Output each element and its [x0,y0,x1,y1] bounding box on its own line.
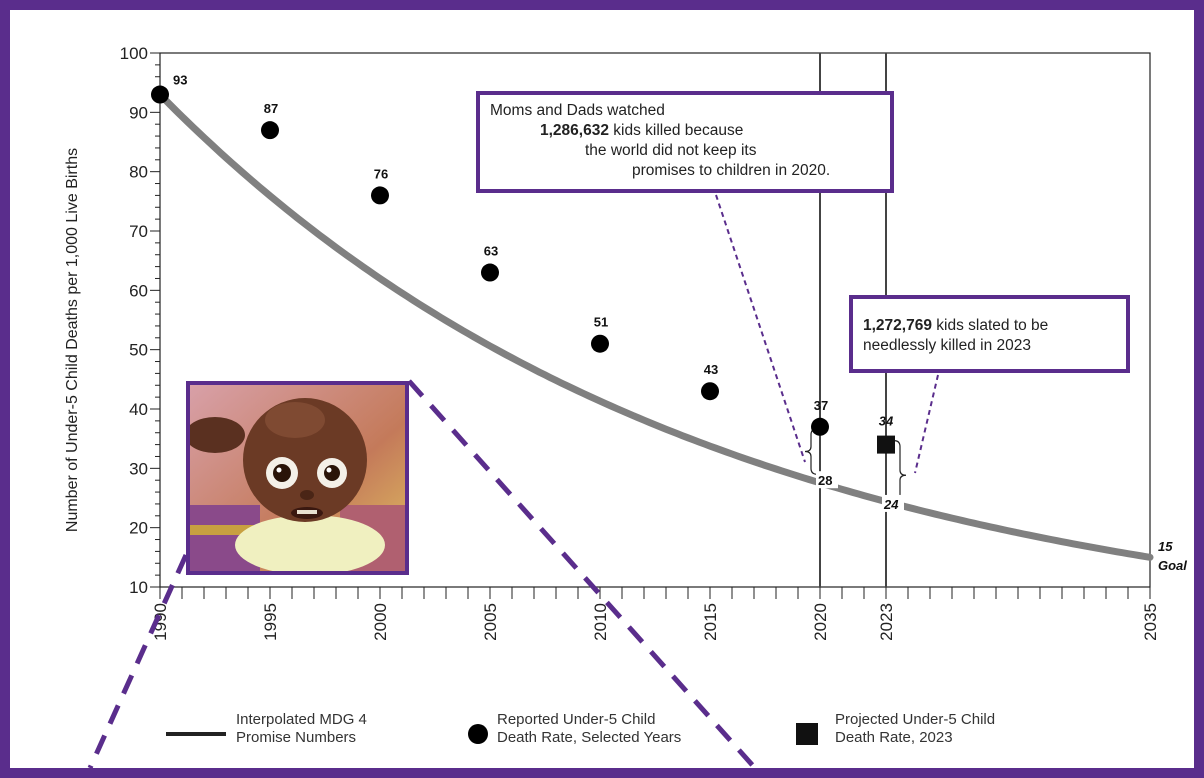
projected-point [877,435,895,454]
reported-point-label: 87 [264,101,278,116]
callout-2020: Moms and Dads watched 1,286,632 kids kil… [476,91,894,193]
y-axis-title: Number of Under-5 Child Deaths per 1,000… [64,148,81,532]
reported-point [151,85,169,104]
reported-point-label: 51 [594,315,608,330]
callout-2023-line1: kids slated to be [931,317,1049,334]
legend-square-label-2: Death Rate, 2023 [835,729,953,746]
legend-line-label-1: Interpolated MDG 4 [236,711,367,728]
x-tick-label: 2010 [591,603,610,641]
y-tick-label: 50 [129,341,148,360]
callout-2020-line1: Moms and Dads watched [490,102,665,119]
x-tick-label: 2020 [811,603,830,641]
legend-line-label-2: Promise Numbers [236,729,357,746]
legend-circle-label-2: Death Rate, Selected Years [497,729,682,746]
legend-square-label-1: Projected Under-5 Child [835,711,996,728]
x-tick-label: 2005 [481,603,500,641]
reported-point [701,382,719,401]
callout-2020-pointer [715,194,806,463]
legend-line-label: Interpolated MDG 4 Promise Numbers [236,711,367,747]
y-tick-label: 40 [129,400,148,419]
legend-square-label: Projected Under-5 Child Death Rate, 2023 [835,711,995,747]
x-tick-label: 1990 [151,603,170,641]
legend-circle-symbol [468,724,488,744]
y-tick-label: 60 [129,281,148,300]
legend-circle-label-1: Reported Under-5 Child [497,711,656,728]
reported-point [811,417,829,436]
callout-2023-pointer [914,374,939,474]
goal-value: 15 [1158,539,1173,554]
reported-point [371,186,389,205]
x-tick-label: 2015 [701,603,720,641]
legend-square-symbol [796,723,818,745]
y-tick-label: 20 [129,519,148,538]
child-photo-illustration-icon [190,385,405,571]
reported-point [261,121,279,140]
reported-point-label: 43 [704,362,718,377]
x-tick-label: 2000 [371,603,390,641]
y-tick-label: 30 [129,459,148,478]
curve-label-bg [882,494,904,512]
x-tick-label: 2023 [877,603,896,641]
callout-2020-line2: kids killed because [608,122,744,139]
callout-2023: 1,272,769 kids slated to be needlessly k… [849,295,1130,373]
goal-text: Goal [1158,558,1187,573]
reported-point-label: 76 [374,166,388,181]
reported-point-label: 37 [814,398,828,413]
projected-point-label: 34 [879,414,894,429]
y-tick-label: 10 [129,578,148,597]
y-tick-label: 90 [129,103,148,122]
x-tick-label: 1995 [261,603,280,641]
reported-point [591,334,609,353]
chart-frame: 10 20 30 40 50 60 70 80 90 100 1990 1995 2000 2005 201… [10,10,1194,768]
y-tick-label: 80 [129,163,148,182]
y-tick-label: 70 [129,222,148,241]
child-photo [186,381,409,575]
curve-label-bg [816,471,838,489]
x-tick-label: 2035 [1141,603,1160,641]
callout-2023-number: 1,272,769 [863,317,932,334]
brace-2020 [804,428,818,475]
reported-point-label: 63 [484,244,498,259]
callout-2023-line2: needlessly killed in 2023 [863,337,1032,354]
goal-label: 15 Goal [1158,539,1187,573]
reported-point [481,263,499,282]
reported-point-label: 93 [173,73,187,88]
curve-value-label: 28 [818,473,832,488]
y-tick-label: 100 [120,44,148,63]
callout-2020-line4: promises to children in 2020. [632,162,831,179]
callout-2020-line3: the world did not keep its [585,142,757,159]
legend-circle-label: Reported Under-5 Child Death Rate, Selec… [497,711,681,747]
curve-value-label: 24 [883,497,899,512]
callout-2020-number: 1,286,632 [540,122,609,139]
